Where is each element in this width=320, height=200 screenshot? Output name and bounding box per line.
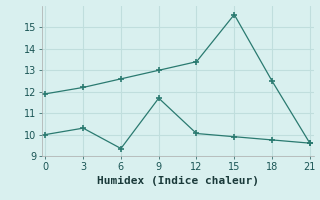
X-axis label: Humidex (Indice chaleur): Humidex (Indice chaleur) xyxy=(97,176,259,186)
